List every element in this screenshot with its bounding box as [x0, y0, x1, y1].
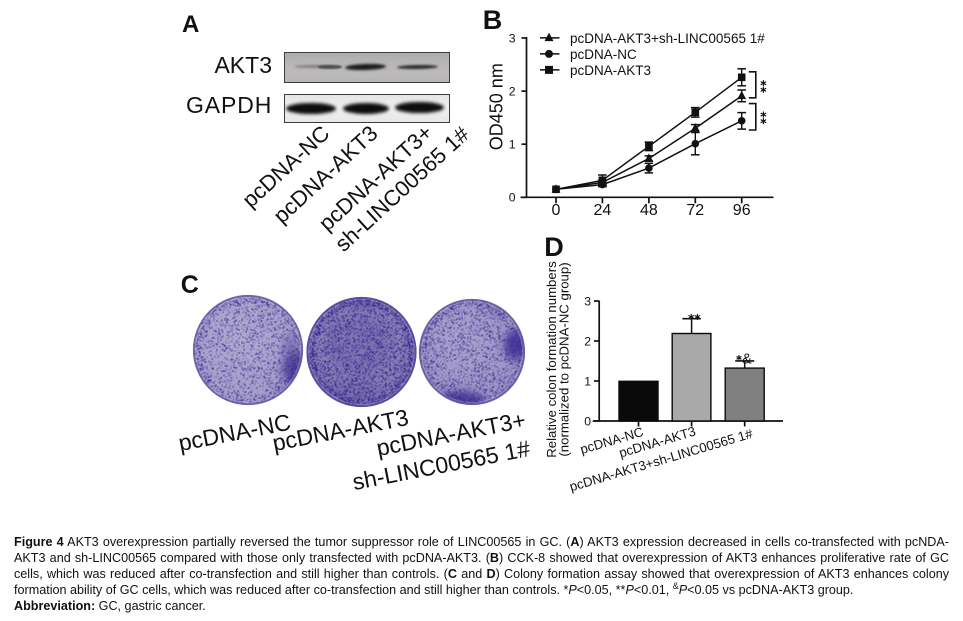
svg-text:72: 72 — [686, 202, 704, 219]
svg-text:OD450 nm: OD450 nm — [487, 63, 507, 150]
svg-text:48: 48 — [640, 202, 658, 219]
svg-text:1: 1 — [584, 374, 591, 388]
svg-text:0: 0 — [584, 414, 591, 428]
svg-text:3: 3 — [509, 31, 516, 45]
svg-text:&: & — [742, 352, 752, 368]
svg-text:(normalized to pcDNA-NC group): (normalized to pcDNA-NC group) — [557, 262, 572, 456]
svg-text:pcDNA-AKT3+sh-LINC00565 1#: pcDNA-AKT3+sh-LINC00565 1# — [570, 31, 765, 46]
svg-text:0: 0 — [509, 191, 516, 205]
svg-text:pcDNA-AKT3: pcDNA-AKT3 — [570, 63, 651, 78]
svg-text:Relative colon formation numbe: Relative colon formation numbers — [544, 261, 559, 458]
svg-text:pcDNA-NC: pcDNA-NC — [570, 47, 637, 62]
svg-text:24: 24 — [594, 202, 612, 219]
svg-text:96: 96 — [733, 202, 751, 219]
svg-text:2: 2 — [509, 84, 516, 98]
svg-text:3: 3 — [584, 294, 591, 308]
svg-text:2: 2 — [584, 334, 591, 348]
svg-text:0: 0 — [552, 202, 561, 219]
svg-text:1: 1 — [509, 138, 516, 152]
